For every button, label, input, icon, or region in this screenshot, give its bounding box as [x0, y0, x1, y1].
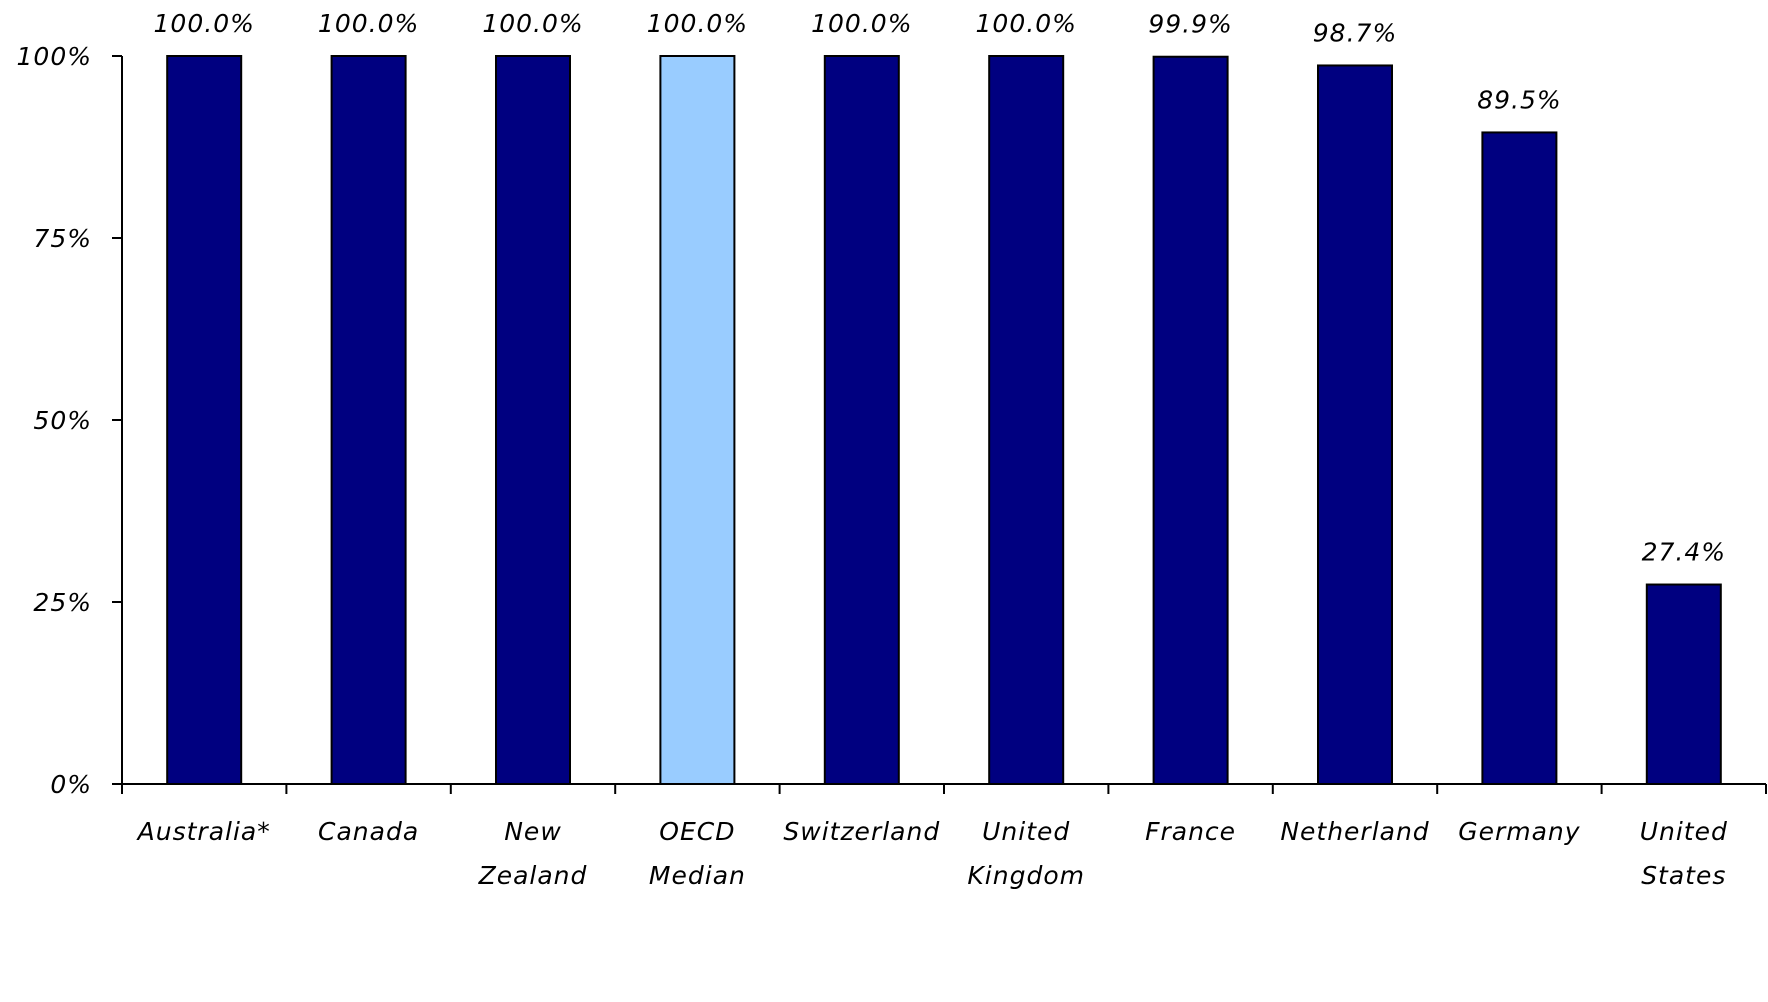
data-label: 100.0%	[811, 9, 912, 38]
bar	[659, 55, 736, 785]
x-tick-label: Germany	[1458, 817, 1581, 846]
data-label: 99.9%	[1148, 10, 1232, 39]
x-tick-label: Switzerland	[783, 817, 940, 846]
bar	[988, 55, 1065, 785]
bar	[1481, 131, 1558, 785]
x-axis	[121, 783, 1767, 794]
bar	[823, 55, 900, 785]
x-tick-label: Canada	[318, 817, 419, 846]
bar	[495, 55, 571, 785]
category-labels: Australia* Canada New Zealand OECD Median Swit…	[136, 817, 1728, 890]
bar	[1152, 55, 1229, 785]
y-tick-label: 25%	[33, 588, 92, 617]
x-tick-label: Netherland	[1280, 817, 1429, 846]
bar	[1645, 583, 1722, 786]
bar	[330, 55, 407, 785]
x-tick-label: Australia*	[136, 817, 271, 846]
data-label: 100.0%	[318, 9, 419, 38]
data-label: 100.0%	[154, 9, 255, 38]
x-tick-label: United Kingdom	[967, 817, 1085, 890]
x-tick-label: New Zealand	[478, 817, 588, 890]
x-tick-label: France	[1145, 817, 1236, 846]
data-label: 89.5%	[1477, 85, 1561, 114]
y-tick-label: 0%	[50, 770, 92, 799]
x-tick-label: OECD Median	[649, 817, 746, 890]
x-tick-label: United States	[1640, 817, 1728, 890]
data-label: 98.7%	[1313, 18, 1397, 47]
y-axis: 0% 25% 50% 75% 100%	[17, 42, 123, 799]
data-label: 100.0%	[647, 9, 748, 38]
data-label: 27.4%	[1642, 538, 1726, 567]
bars	[166, 55, 1722, 786]
bar	[1317, 64, 1393, 786]
bar	[166, 55, 243, 785]
data-labels: 100.0% 100.0% 100.0% 100.0% 100.0% 100.0% 99.9…	[154, 9, 1726, 567]
y-tick-label: 100%	[17, 42, 92, 71]
y-tick-label: 75%	[33, 224, 92, 253]
data-label: 100.0%	[482, 9, 583, 38]
y-tick-label: 50%	[33, 406, 92, 435]
data-label: 100.0%	[976, 9, 1077, 38]
